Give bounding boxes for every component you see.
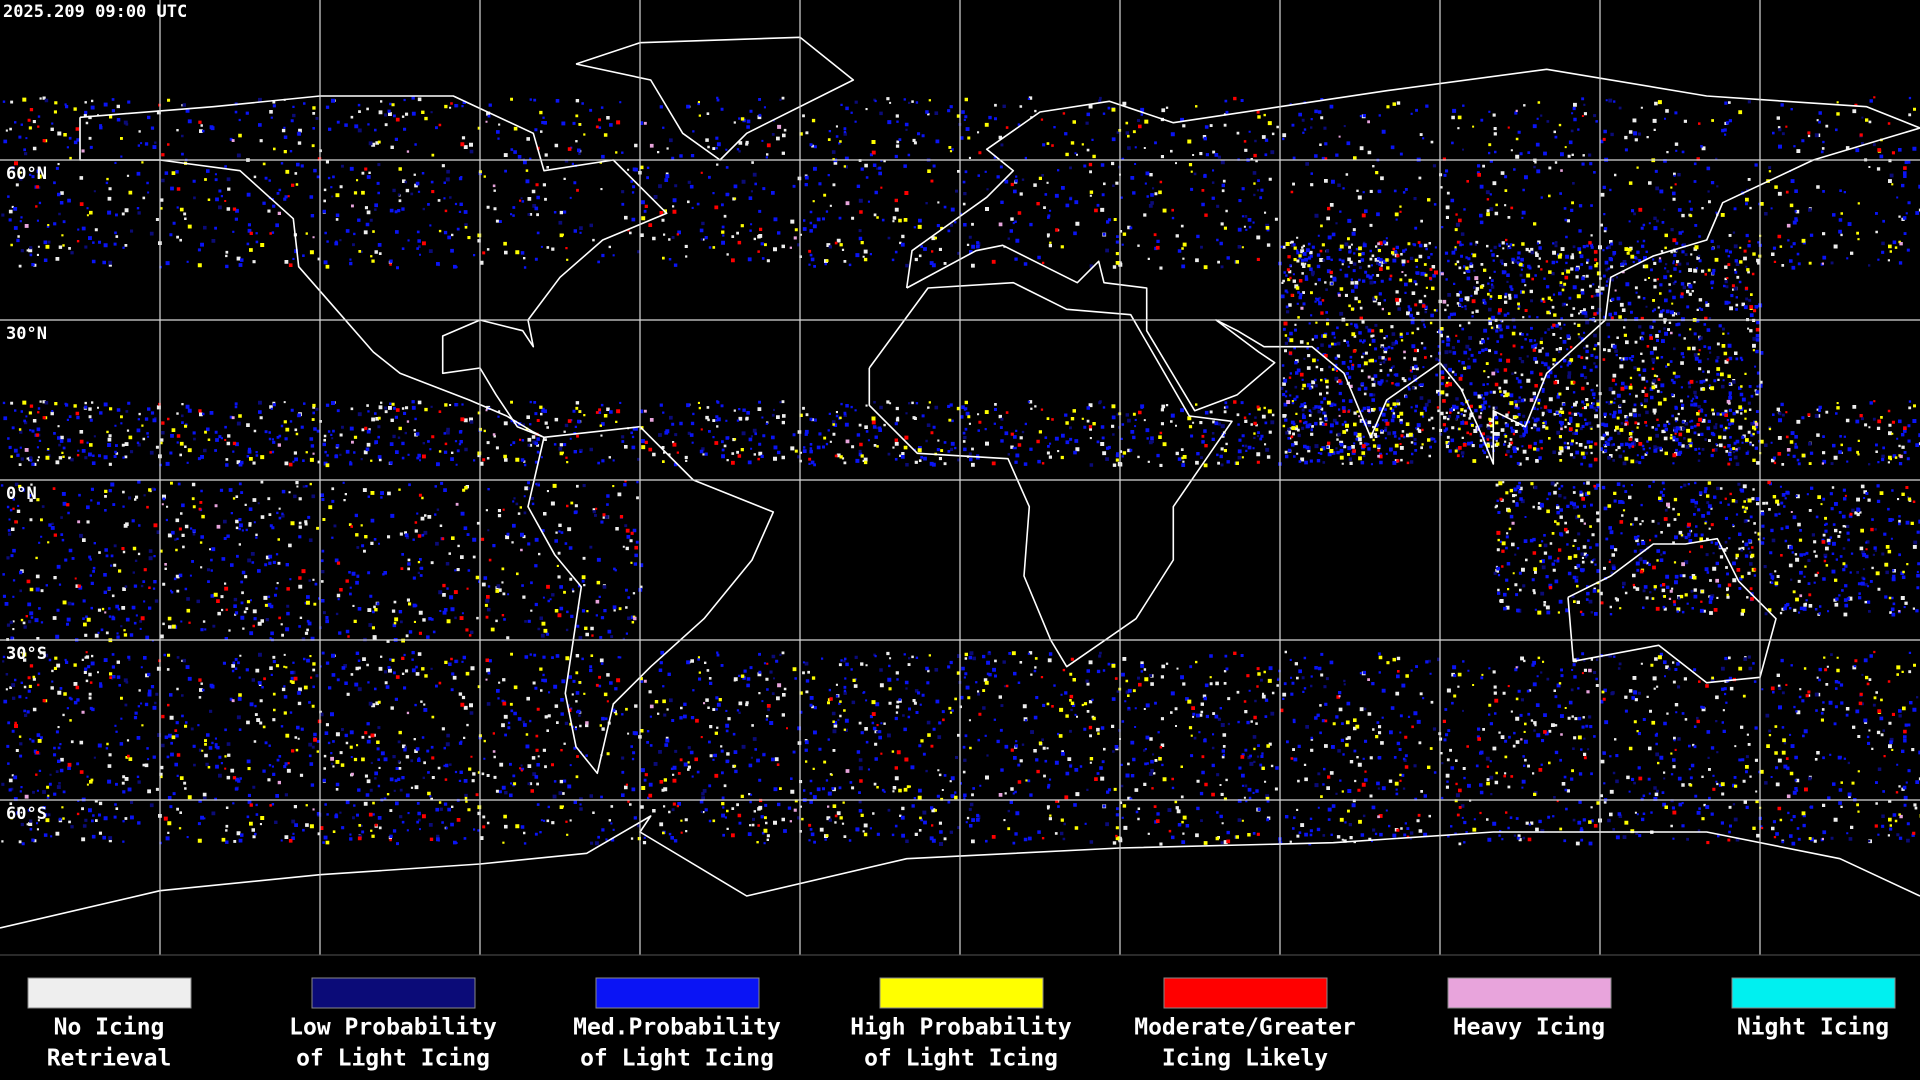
coastlines: [0, 36, 1920, 929]
legend-swatch: [1163, 977, 1328, 1009]
legend-label: No Icing: [54, 1015, 165, 1041]
legend: No Icing Retrieval Low Probability of Light…: [27, 977, 1896, 1072]
icing-field: [0, 96, 1920, 846]
icing-speckle: [1, 96, 1919, 846]
legend-label: High Probability: [850, 1015, 1072, 1041]
latitude-label: 30°S: [6, 644, 47, 664]
legend-label: Icing Likely: [1162, 1046, 1328, 1072]
legend-swatch: [1731, 977, 1896, 1009]
legend-swatch: [879, 977, 1044, 1009]
coastline: [868, 281, 1233, 668]
legend-label: Moderate/Greater: [1134, 1015, 1356, 1041]
legend-label: of Light Icing: [580, 1046, 774, 1072]
legend-swatch: [311, 977, 476, 1009]
legend-swatch: [27, 977, 192, 1009]
legend-label: of Light Icing: [864, 1046, 1058, 1072]
coastline: [575, 36, 855, 161]
legend-label: Med.Probability: [573, 1015, 781, 1041]
latitude-label: 30°N: [6, 324, 47, 344]
timestamp: 2025.209 09:00 UTC: [3, 2, 187, 22]
latitude-labels: 60°N 30°N 0°N 30°S 60°S: [6, 164, 47, 824]
coastline: [1567, 537, 1777, 684]
legend-label: Night Icing: [1737, 1015, 1889, 1041]
legend-swatch: [1447, 977, 1612, 1009]
legend-swatch: [595, 977, 760, 1009]
coastline: [0, 815, 1920, 929]
legend-label: Heavy Icing: [1453, 1015, 1605, 1041]
legend-label: Retrieval: [47, 1046, 172, 1072]
latitude-label: 60°S: [6, 804, 47, 824]
latitude-label: 60°N: [6, 164, 47, 184]
coastline: [905, 68, 1920, 465]
coastline: [79, 95, 668, 439]
legend-label: of Light Icing: [296, 1046, 490, 1072]
latitude-label: 0°N: [6, 484, 37, 504]
coastline: [527, 425, 775, 775]
legend-label: Low Probability: [289, 1015, 497, 1041]
graticule: [0, 0, 1920, 956]
